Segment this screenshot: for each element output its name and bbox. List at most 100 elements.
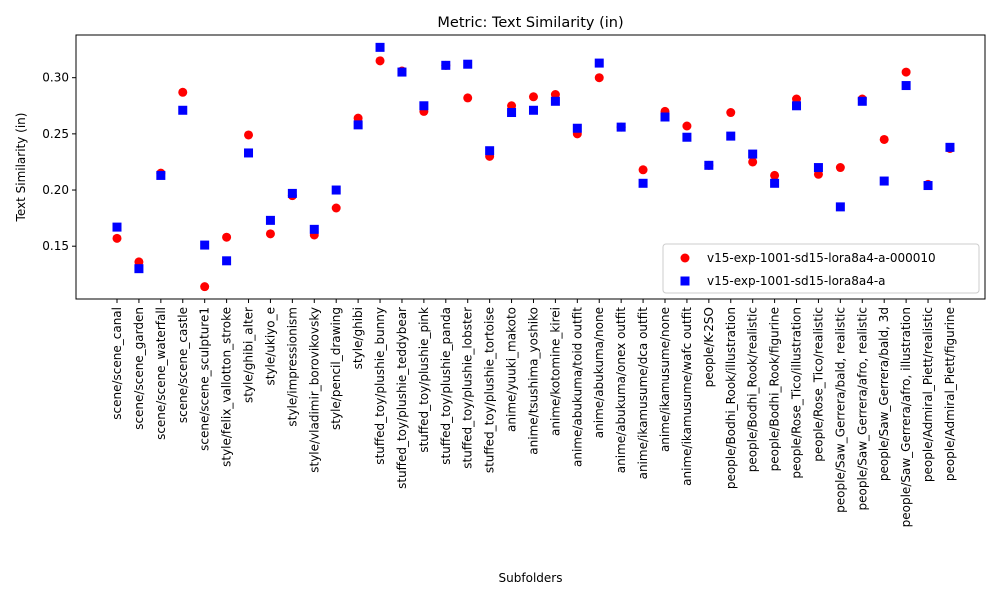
x-tick-label: people/Saw_Gerrera/afro, illustration xyxy=(899,307,913,527)
x-tick-label: stuffed_toy/plushie_bunny xyxy=(373,307,387,465)
x-axis-label: Subfolders xyxy=(499,571,563,585)
x-tick-label: style/impressionism xyxy=(285,307,299,427)
x-tick-label: people/Saw_Gerrera/bald, realistic xyxy=(833,307,847,513)
data-point-series-1 xyxy=(112,233,122,243)
x-tick-label: stuffed_toy/plushie_teddybear xyxy=(395,307,409,489)
data-point-series-2 xyxy=(594,58,604,68)
x-tick-label: style/ghibi_alter xyxy=(242,307,256,403)
x-tick-label: style/ukiyo_e xyxy=(263,307,277,386)
series-layer xyxy=(112,42,955,292)
x-tick-label: style/vladimir_borovikovsky xyxy=(307,307,321,473)
plot-area-frame xyxy=(75,34,986,300)
legend: v15-exp-1001-sd15-lora8a4-a-000010 v15-e… xyxy=(662,243,980,294)
x-tick-label: people/Saw_Gerrera/bald, 3d xyxy=(877,307,891,481)
data-point-series-2 xyxy=(792,101,802,111)
data-point-series-2 xyxy=(528,105,538,115)
x-tick-label: anime/yuuki_makoto xyxy=(505,307,519,432)
legend-label-series-1: v15-exp-1001-sd15-lora8a4-a-000010 xyxy=(707,251,936,265)
legend-marker-series-2 xyxy=(680,276,690,286)
x-tick-label: scene/scene_sculpture1 xyxy=(198,307,212,451)
data-point-series-2 xyxy=(748,149,758,159)
data-point-series-2 xyxy=(134,264,144,274)
x-tick-label: anime/ikamusume/wafc outfit xyxy=(680,307,694,486)
legend-label-series-2: v15-exp-1001-sd15-lora8a4-a xyxy=(707,274,886,288)
y-axis: 0.15 0.20 0.25 0.30 xyxy=(42,71,76,253)
data-point-series-2 xyxy=(441,60,451,70)
x-tick-label: people/Bodhi_Rook/realistic xyxy=(746,307,760,472)
data-point-series-2 xyxy=(857,96,867,106)
data-point-series-1 xyxy=(594,73,604,83)
data-point-series-1 xyxy=(528,92,538,102)
data-point-series-2 xyxy=(463,59,473,69)
x-tick-label: stuffed_toy/plushie_lobster xyxy=(461,307,475,469)
chart-title: Metric: Text Similarity (in) xyxy=(437,15,623,31)
x-tick-label: anime/tsushima_yoshiko xyxy=(526,307,540,455)
x-axis: scene/scene_canal scene/scene_garden scene… xyxy=(110,299,957,527)
data-point-series-2 xyxy=(244,148,254,158)
y-tick-label: 0.20 xyxy=(42,183,69,197)
data-point-series-1 xyxy=(200,282,210,292)
data-point-series-2 xyxy=(945,142,955,152)
x-tick-label: people/Rose_Tico/illustration xyxy=(790,307,804,479)
data-point-series-2 xyxy=(112,222,122,232)
x-tick-label: anime/ikamusume/none xyxy=(658,307,672,452)
x-tick-label: anime/abukuma/toid outfit xyxy=(570,307,584,467)
data-point-series-1 xyxy=(463,93,473,103)
x-tick-label: scene/scene_garden xyxy=(132,307,146,430)
data-point-series-2 xyxy=(397,67,407,77)
x-tick-label: scene/scene_waterfall xyxy=(154,307,168,440)
x-tick-label: people/Bodhi_Rook/figurine xyxy=(768,307,782,471)
y-tick-label: 0.15 xyxy=(42,239,69,253)
x-tick-label: style/felix_vallotton_stroke xyxy=(220,307,234,467)
data-point-series-2 xyxy=(331,185,341,195)
data-point-series-2 xyxy=(178,105,188,115)
x-tick-label: people/Bodhi_Rook/illustration xyxy=(724,307,738,489)
data-point-series-1 xyxy=(879,134,889,144)
data-point-series-2 xyxy=(309,224,319,234)
data-point-series-1 xyxy=(265,229,275,239)
x-tick-label: people/Saw_Gerrera/afro, realistic xyxy=(855,307,869,510)
x-tick-label: stuffed_toy/plushie_panda xyxy=(439,307,453,465)
data-point-series-2 xyxy=(726,131,736,141)
data-point-series-2 xyxy=(265,215,275,225)
y-axis-label: Text Similarity (in) xyxy=(14,113,28,223)
data-point-series-2 xyxy=(419,101,429,111)
data-point-series-1 xyxy=(682,121,692,131)
data-point-series-1 xyxy=(726,108,736,118)
data-point-series-2 xyxy=(616,122,626,132)
data-point-series-1 xyxy=(178,87,188,97)
data-point-series-1 xyxy=(748,157,758,167)
data-point-series-1 xyxy=(638,165,648,175)
data-point-series-2 xyxy=(222,256,232,266)
data-point-series-2 xyxy=(770,178,780,188)
data-point-series-2 xyxy=(660,112,670,122)
legend-marker-series-1 xyxy=(680,253,690,263)
data-point-series-1 xyxy=(901,67,911,77)
data-point-series-2 xyxy=(485,146,495,156)
data-point-series-2 xyxy=(901,81,911,91)
x-tick-label: anime/abukuma/onex outfit xyxy=(614,307,628,474)
x-tick-label: people/Admiral_Piett/figurine xyxy=(943,307,957,481)
data-point-series-1 xyxy=(375,56,385,66)
x-tick-label: stuffed_toy/plushie_pink xyxy=(417,307,431,453)
data-point-series-2 xyxy=(879,176,889,186)
data-point-series-2 xyxy=(156,170,166,180)
data-point-series-2 xyxy=(704,160,714,170)
data-point-series-2 xyxy=(923,181,933,191)
data-point-series-1 xyxy=(222,232,232,242)
y-tick-label: 0.25 xyxy=(42,127,69,141)
data-point-series-2 xyxy=(813,163,823,173)
x-tick-label: people/K-2SO xyxy=(702,307,716,387)
x-tick-label: anime/ikamusume/dca outfit xyxy=(636,307,650,480)
x-tick-label: stuffed_toy/plushie_tortoise xyxy=(483,307,497,473)
data-point-series-2 xyxy=(638,178,648,188)
data-point-series-2 xyxy=(682,132,692,142)
data-point-series-2 xyxy=(572,123,582,133)
data-point-series-2 xyxy=(200,240,210,250)
data-point-series-1 xyxy=(770,170,780,180)
data-point-series-1 xyxy=(244,130,254,140)
x-tick-label: people/Admiral_Piett/realistic xyxy=(921,307,935,482)
x-tick-label: style/ghibi xyxy=(351,307,365,369)
x-tick-label: anime/abukuma/none xyxy=(592,307,606,438)
